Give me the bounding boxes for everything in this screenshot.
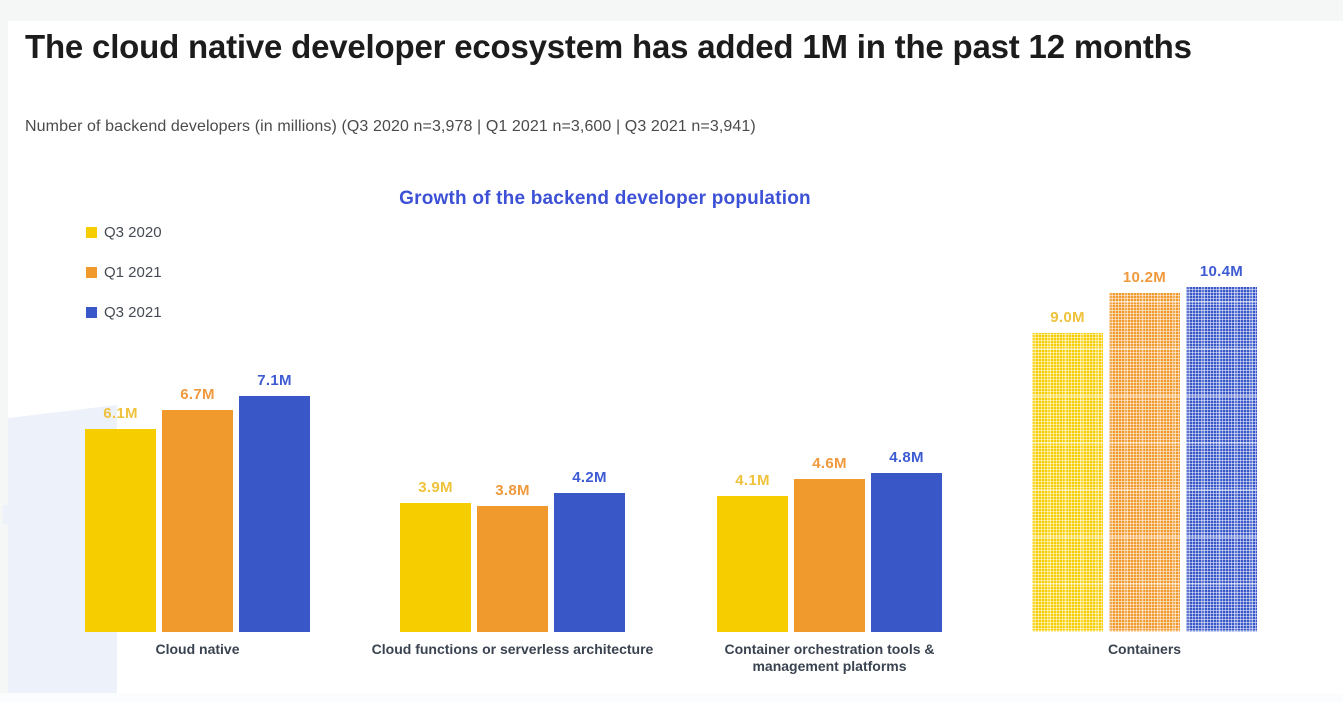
bar-value-label: 4.6M bbox=[812, 455, 847, 472]
page-subtitle: Number of backend developers (in million… bbox=[25, 118, 756, 135]
bar-value-label: 6.1M bbox=[103, 405, 138, 422]
bar-value-label: 4.8M bbox=[889, 449, 924, 466]
bar-value-label: 3.8M bbox=[495, 482, 530, 499]
legend-label: Q3 2021 bbox=[104, 304, 162, 321]
bar-q3-2021-cloud-functions-or-serverless-architecture bbox=[554, 493, 625, 632]
bar-value-label: 6.7M bbox=[180, 386, 215, 403]
legend-swatch bbox=[86, 227, 97, 238]
legend-item-q1-2021: Q1 2021 bbox=[86, 264, 162, 281]
bar-value-label: 4.2M bbox=[572, 469, 607, 486]
bar-q1-2021-container-orchestration-tools-management-platforms bbox=[794, 479, 865, 632]
bar-q3-2021-cloud-native bbox=[239, 396, 310, 632]
bar-value-label: 4.1M bbox=[735, 472, 770, 489]
chart-title: Growth of the backend developer populati… bbox=[399, 188, 811, 209]
legend-swatch bbox=[86, 307, 97, 318]
bar-q3-2021-containers bbox=[1186, 287, 1257, 632]
bar-q3-2021-container-orchestration-tools-management-platforms bbox=[871, 473, 942, 632]
legend-swatch bbox=[86, 267, 97, 278]
bar-q3-2020-containers bbox=[1032, 333, 1103, 632]
legend-label: Q1 2021 bbox=[104, 264, 162, 281]
x-axis-category-label-containers: Containers bbox=[1107, 641, 1182, 657]
bar-q3-2020-container-orchestration-tools-management-platforms bbox=[717, 496, 788, 632]
legend-item-q3-2021: Q3 2021 bbox=[86, 304, 162, 321]
x-axis-category-label-cloud-functions-or-serverless-architecture: Cloud functions or serverless architectu… bbox=[371, 641, 654, 657]
bar-value-label: 3.9M bbox=[418, 479, 453, 496]
x-axis-category-label-cloud-native: Cloud native bbox=[155, 641, 240, 657]
bar-value-label: 7.1M bbox=[257, 372, 292, 389]
legend-label: Q3 2020 bbox=[104, 224, 162, 241]
bar-q3-2020-cloud-functions-or-serverless-architecture bbox=[400, 503, 471, 632]
bar-value-label: 10.2M bbox=[1122, 269, 1167, 286]
page-title: The cloud native developer ecosystem has… bbox=[25, 28, 1192, 65]
legend-item-q3-2020: Q3 2020 bbox=[86, 224, 162, 241]
bar-q3-2020-cloud-native bbox=[85, 429, 156, 632]
bar-q1-2021-containers bbox=[1109, 293, 1180, 632]
bar-value-label: 10.4M bbox=[1199, 263, 1244, 280]
chart-legend: Q3 2020 Q1 2021 Q3 2021 bbox=[86, 224, 162, 344]
bar-q1-2021-cloud-native bbox=[162, 410, 233, 632]
bar-q1-2021-cloud-functions-or-serverless-architecture bbox=[477, 506, 548, 632]
bottom-strip bbox=[0, 693, 1343, 702]
x-axis-category-label-container-orchestration-tools-management-platforms: Container orchestration tools & manageme… bbox=[724, 641, 935, 674]
bar-value-label: 9.0M bbox=[1050, 309, 1085, 326]
